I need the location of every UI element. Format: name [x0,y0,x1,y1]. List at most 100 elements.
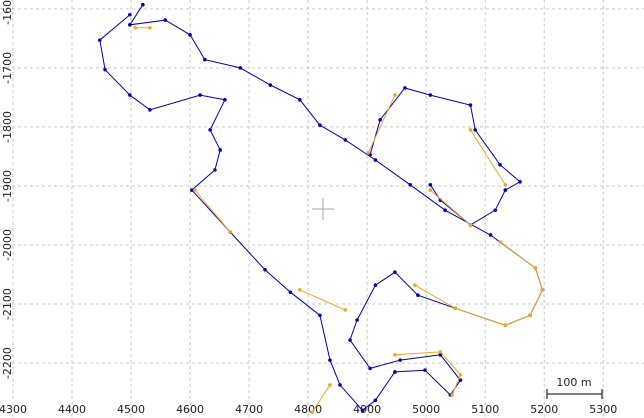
track-point [348,338,352,342]
track-point [360,408,365,413]
track-point [373,283,378,287]
track-point [133,25,137,30]
scale-bar [546,389,603,399]
track-point [518,180,522,184]
track-point [498,240,503,244]
track-point [408,182,413,187]
track-point [188,33,192,37]
track-point [468,103,473,107]
y-tick-label: -1900 [1,170,14,202]
track-point [298,288,302,292]
track-point [198,93,202,97]
track-point [318,123,322,127]
track-point [428,188,433,192]
track-point [393,353,397,357]
track-point [228,230,233,234]
y-tick-label: -2000 [1,229,14,261]
x-tick-label: 4700 [235,403,263,416]
y-tick-label: -1800 [1,111,14,143]
y-tick-label: -2200 [1,347,14,379]
track-point [468,223,473,227]
track-line [99,4,544,411]
track-point [393,270,397,274]
track-point [192,188,197,192]
track-point [416,293,420,297]
track-point [468,128,473,132]
track-point [288,290,293,295]
track-point [378,118,382,122]
x-tick-label: 4600 [176,403,204,416]
x-tick-label: 4300 [0,403,27,416]
track-point [368,366,372,371]
track-point [503,182,508,187]
x-tick-label: 4900 [353,403,381,416]
x-tick-label: 5300 [589,403,617,416]
track-point [103,67,107,72]
x-tick-label: 4800 [294,403,322,416]
track-point [218,148,222,152]
track-point [141,2,145,7]
track-point [128,22,132,27]
track-point [458,378,463,383]
track-point [528,313,532,318]
track-line [135,27,544,413]
track-point [438,350,443,354]
x-tick-label: 5100 [471,403,499,416]
track-point [328,358,332,362]
track-point [148,108,152,112]
track-point [493,208,498,212]
track-point [398,358,403,362]
track-point [393,370,397,374]
track-point [328,383,332,387]
track-point [423,368,427,372]
track-point [208,128,212,132]
track-point [310,410,315,414]
track-point [318,313,322,318]
track-point [203,57,207,62]
track-point [223,97,227,102]
track-point [238,66,243,70]
y-tick-label: -2100 [1,288,14,320]
track-point [97,38,102,42]
x-tick-label: 4400 [58,403,86,416]
track-point [450,393,454,397]
track-point [190,188,194,192]
track-point [393,93,397,97]
track-point [503,323,508,328]
track-point [128,12,132,17]
track-point [503,188,508,192]
track-point [338,383,342,387]
track-point [428,93,433,97]
track-point [473,128,477,132]
track-point [268,83,273,87]
track-point [540,288,545,292]
y-tick-label: -1600 [1,0,14,25]
track-point [366,151,371,155]
x-tick-label: 5200 [530,403,558,416]
track-point [355,318,359,322]
track-point [128,93,132,97]
track-point [533,266,538,270]
track-point [458,373,463,377]
track-point [343,308,348,312]
track-point [428,182,433,187]
scale-label: 100 m [556,376,591,389]
track-point [488,233,493,237]
x-tick-label: 5000 [412,403,440,416]
track-point [413,283,417,287]
track-point [403,86,407,90]
track-point [148,25,152,30]
track-point [373,398,378,403]
x-tick-label: 4500 [117,403,145,416]
track-point [343,138,348,142]
track-point [443,208,447,212]
track-point [263,268,267,272]
track-point [213,168,217,172]
crosshair [312,198,334,220]
track-point [298,97,302,102]
track-point [373,158,378,162]
track-point [453,306,457,310]
